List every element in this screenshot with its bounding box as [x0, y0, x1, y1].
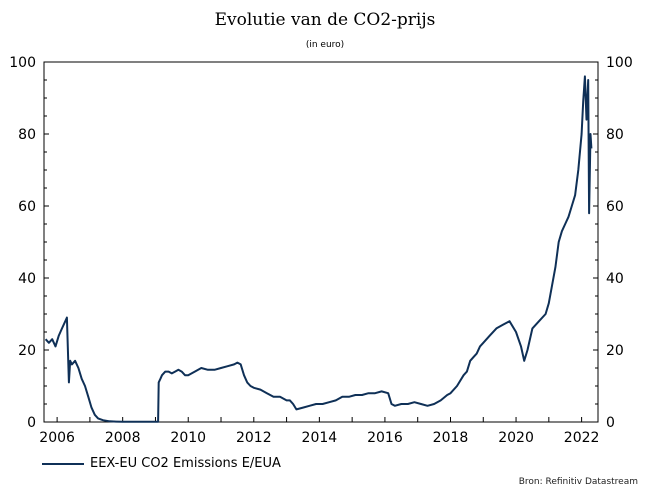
y-tick-label-right: 100 [606, 55, 633, 71]
x-tick-label: 2010 [170, 430, 206, 446]
series-line [44, 75, 593, 423]
y-tick-label-left: 80 [18, 127, 36, 143]
chart-subtitle: (in euro) [305, 40, 345, 50]
x-tick-label: 2014 [302, 430, 338, 446]
y-tick-label-right: 80 [606, 127, 624, 143]
x-axis: 2006 2008 2010 2012 2014 2016 2018 2020 2022 [39, 417, 599, 446]
legend: EEX-EU CO2 Emissions E/EUA [42, 456, 281, 471]
x-tick-label: 2020 [498, 430, 534, 446]
y-axis-right: 0 20 40 60 80 100 [593, 55, 633, 431]
source-note: Bron: Refinitiv Datastream [518, 477, 638, 487]
chart-title: Evolutie van de CO2-prijs [214, 10, 436, 30]
y-tick-label-right: 0 [606, 415, 615, 431]
legend-label: EEX-EU CO2 Emissions E/EUA [90, 456, 281, 471]
y-tick-label-left: 60 [18, 199, 36, 215]
legend-swatch [42, 462, 84, 465]
y-tick-label-left: 0 [27, 415, 36, 431]
y-tick-label-left: 20 [18, 343, 36, 359]
y-tick-label-left: 40 [18, 271, 36, 287]
y-tick-label-right: 60 [606, 199, 624, 215]
y-axis-left: 0 20 40 60 80 100 [9, 55, 49, 431]
x-tick-label: 2022 [564, 430, 600, 446]
y-tick-label-right: 20 [606, 343, 624, 359]
series-layer [44, 75, 593, 423]
x-tick-label: 2006 [39, 430, 75, 446]
x-tick-label: 2008 [105, 430, 141, 446]
x-tick-label: 2018 [433, 430, 469, 446]
y-tick-label-right: 40 [606, 271, 624, 287]
plot-frame [43, 61, 599, 423]
x-tick-label: 2012 [236, 430, 272, 446]
x-tick-label: 2016 [367, 430, 403, 446]
y-tick-label-left: 100 [9, 55, 36, 71]
